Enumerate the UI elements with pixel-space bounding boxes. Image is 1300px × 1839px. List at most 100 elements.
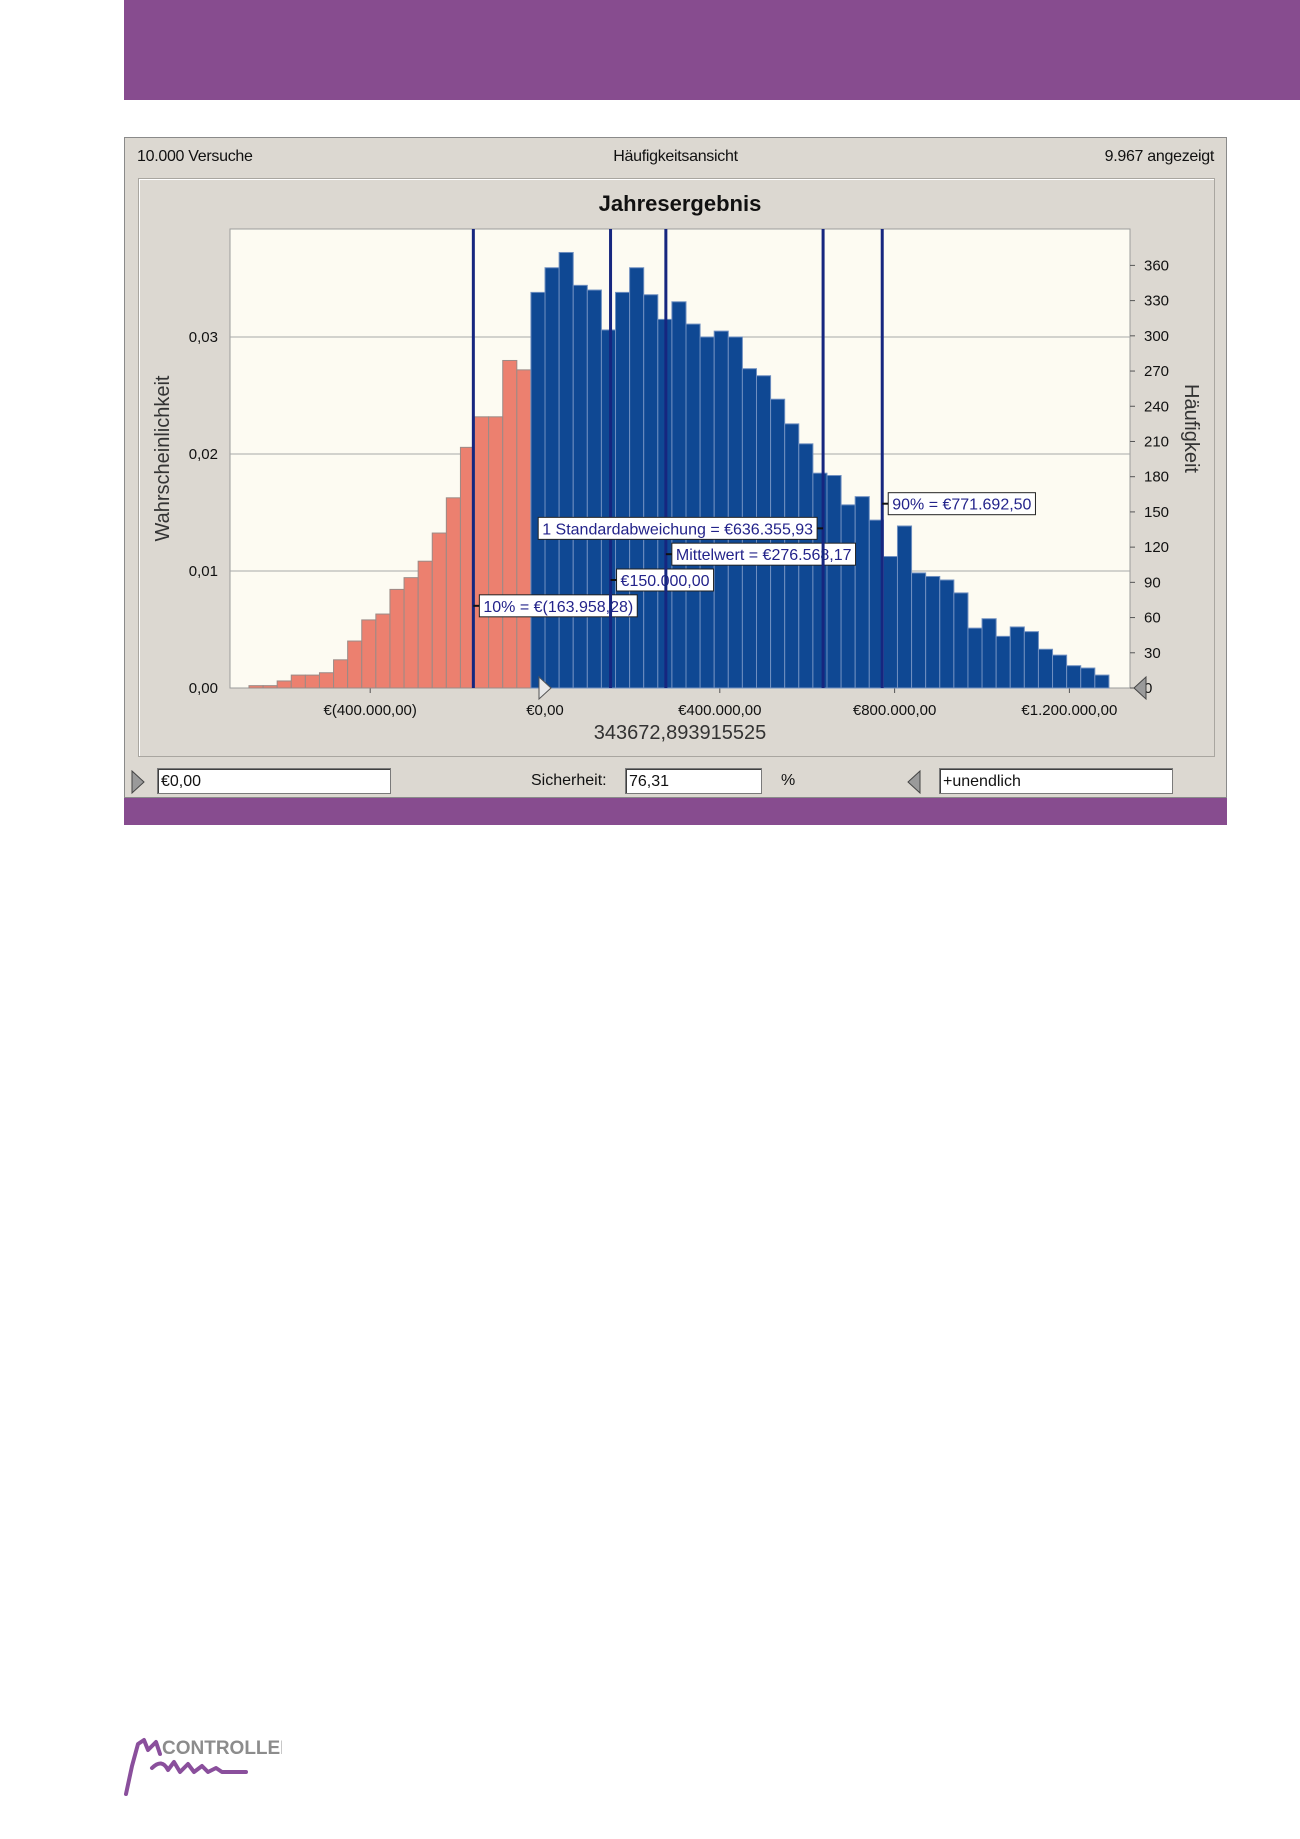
histogram-bar: [882, 556, 898, 689]
header-band: [124, 0, 1300, 100]
histogram-bar: [474, 416, 490, 689]
histogram-bar: [713, 330, 729, 689]
histogram-bar: [1023, 631, 1039, 689]
upper-limit-grabber-icon[interactable]: [907, 770, 921, 794]
y2-tick-label: 30: [1144, 645, 1161, 662]
histogram-bar: [361, 619, 377, 689]
x-tick-label: €400.000,00: [678, 702, 761, 719]
y2-tick-label: 240: [1144, 398, 1169, 415]
histogram-bar: [431, 532, 447, 689]
histogram-bar: [939, 579, 955, 689]
histogram-bar: [572, 284, 588, 689]
histogram-bar: [1009, 626, 1025, 689]
x-tick-label: €0,00: [526, 702, 564, 719]
y2-axis-title: Häufigkeit: [1180, 384, 1202, 473]
histogram-bar: [1052, 654, 1068, 689]
histogram-bar: [798, 443, 814, 689]
x-tick-label: €1.200.000,00: [1021, 702, 1117, 719]
y-tick-label: 0,02: [189, 446, 218, 463]
histogram-bar: [347, 640, 363, 689]
view-title: Häufigkeitsansicht: [613, 148, 738, 165]
histogram-bar: [530, 291, 546, 689]
lower-limit-input[interactable]: €0,00: [157, 768, 391, 794]
histogram-bar: [854, 496, 870, 689]
histogram-bar: [615, 291, 631, 689]
x-tick-label: €800.000,00: [853, 702, 936, 719]
histogram-bar: [727, 336, 743, 689]
y2-tick-label: 330: [1144, 293, 1169, 310]
upper-slider-grabber-icon[interactable]: [1133, 675, 1147, 701]
forecast-window: 10.000 Versuche Häufigkeitsansicht 9.967…: [124, 137, 1227, 798]
histogram-bar: [1037, 648, 1054, 689]
histogram-bar: [981, 618, 997, 689]
marker-label: 90% = €771.692,50: [892, 497, 1031, 514]
marker-label: 10% = €(163.958,28): [483, 599, 633, 616]
histogram-bar: [488, 416, 504, 689]
histogram-bar: [629, 267, 645, 689]
histogram-bar: [403, 577, 419, 689]
y2-tick-label: 150: [1144, 504, 1169, 521]
lower-slider-grabber-icon[interactable]: [538, 675, 552, 701]
histogram-bar: [685, 323, 701, 689]
y2-tick-label: 210: [1144, 433, 1169, 450]
y2-tick-label: 300: [1144, 328, 1169, 345]
histogram-bar: [502, 359, 518, 689]
histogram-bar: [600, 329, 617, 689]
lower-limit-grabber-icon[interactable]: [131, 770, 145, 794]
histogram-bar: [262, 685, 278, 689]
y-tick-label: 0,01: [189, 563, 218, 580]
histogram-bar: [1080, 667, 1096, 689]
y-axis-title: Wahrscheinlichkeit: [152, 375, 174, 541]
chart-title: Jahresergebnis: [599, 191, 762, 216]
x-tick-label: €(400.000,00): [323, 702, 416, 719]
histogram-bar: [925, 575, 941, 689]
upper-limit-input[interactable]: +unendlich: [939, 768, 1173, 794]
histogram-bar: [544, 267, 560, 689]
histogram-bar: [586, 289, 602, 689]
y-tick-label: 0,03: [189, 329, 218, 346]
histogram-bar: [896, 525, 913, 689]
histogram-bar: [1066, 665, 1082, 689]
histogram-bar: [389, 588, 405, 689]
histogram-bar: [953, 592, 969, 689]
histogram-bar: [812, 472, 828, 689]
marker-label: 1 Standardabweichung = €636.355,93: [542, 521, 813, 538]
histogram-bar: [276, 680, 292, 689]
histogram-bar: [333, 659, 349, 689]
histogram-bar: [995, 635, 1011, 689]
footer-band: [124, 798, 1227, 825]
x-value-readout: 343672,893915525: [594, 722, 766, 744]
y2-tick-label: 180: [1144, 469, 1169, 486]
y2-tick-label: 90: [1144, 574, 1161, 591]
histogram-bar: [516, 369, 532, 689]
histogram-bar: [643, 294, 659, 689]
histogram-bar: [558, 251, 574, 689]
controller-magazin-logo: CONTROLLER: [124, 1738, 282, 1796]
histogram-bar: [417, 560, 433, 689]
histogram-bar: [1094, 674, 1110, 689]
y2-tick-label: 0: [1144, 680, 1152, 697]
histogram-bar: [318, 672, 335, 689]
histogram-bar: [699, 336, 715, 689]
histogram-bar: [304, 674, 320, 689]
percent-sign: %: [781, 772, 796, 789]
histogram-bar: [445, 497, 461, 689]
histogram-bar: [290, 674, 306, 689]
shown-count: 9.967 angezeigt: [1104, 148, 1215, 165]
y2-tick-label: 60: [1144, 610, 1161, 627]
certainty-input[interactable]: 76,31: [625, 768, 762, 794]
histogram-chart: Jahresergebnis 0,00 0,01 0,02 0,03 0 30 60 90 120…: [152, 191, 1202, 744]
y2-tick-label: 360: [1144, 257, 1169, 274]
y-tick-label: 0,00: [189, 680, 218, 697]
trials-count: 10.000 Versuche: [137, 148, 253, 165]
histogram-bar: [375, 613, 391, 689]
y2-tick-label: 270: [1144, 363, 1169, 380]
svg-text:CONTROLLER: CONTROLLER: [162, 1738, 282, 1759]
histogram-bar: [671, 301, 687, 689]
certainty-label: Sicherheit:: [531, 772, 607, 789]
histogram-bar: [911, 572, 927, 689]
histogram-bar: [967, 627, 983, 689]
histogram-bar: [826, 475, 842, 689]
y2-tick-label: 120: [1144, 539, 1169, 556]
histogram-bar: [840, 504, 856, 689]
